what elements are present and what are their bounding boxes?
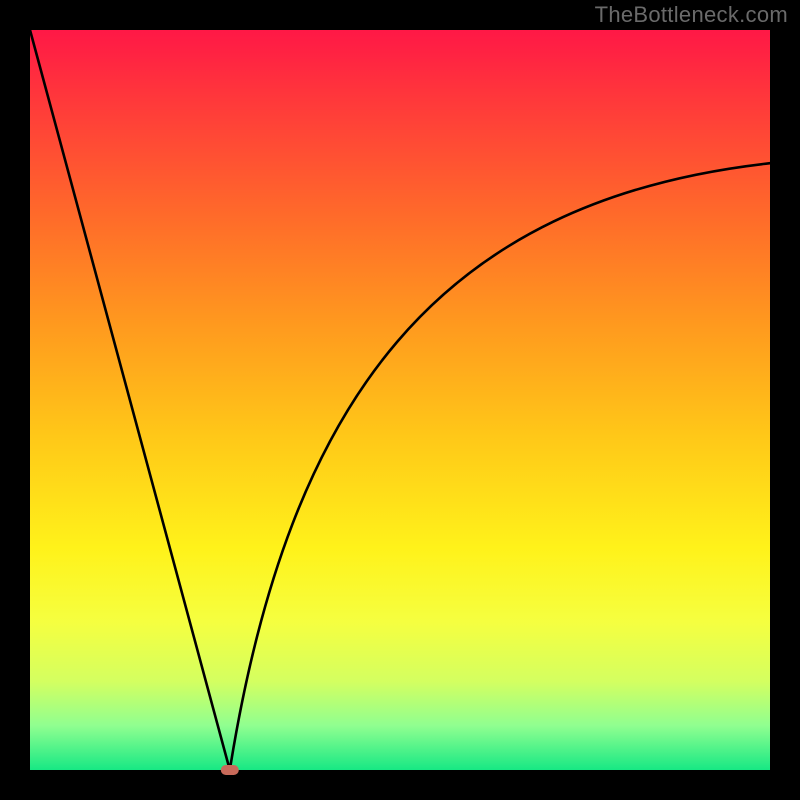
watermark-text: TheBottleneck.com <box>595 2 788 28</box>
chart-container: TheBottleneck.com <box>0 0 800 800</box>
curve-svg <box>0 0 800 800</box>
bottleneck-curve <box>30 30 770 770</box>
minimum-marker <box>221 765 239 775</box>
